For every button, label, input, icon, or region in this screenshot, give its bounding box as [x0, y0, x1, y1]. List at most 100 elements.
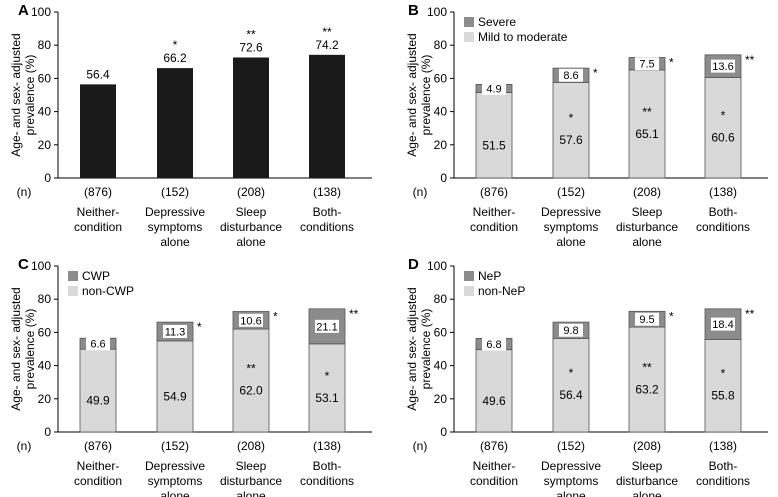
- lower-value-label: 62.0: [239, 384, 263, 398]
- upper-value-label: 7.5: [639, 59, 654, 71]
- category-label: disturbance: [616, 220, 678, 234]
- category-label: Depressive: [145, 459, 205, 473]
- bar-segment-lower: [628, 326, 666, 433]
- category-label: Neither-: [77, 205, 120, 219]
- upper-value-label: 4.9: [486, 83, 501, 95]
- category-label: symptoms: [148, 220, 203, 234]
- category-label: Both-: [313, 205, 342, 219]
- y-axis-label-line: Age- and sex- adjusted: [405, 287, 419, 410]
- category-n: (152): [557, 185, 585, 199]
- legend-swatch: [464, 271, 474, 281]
- y-axis-label: Age- and sex- adjusted prevalence (%): [405, 287, 433, 410]
- y-tick-label: 40: [38, 359, 52, 373]
- upper-value-box: [559, 323, 583, 337]
- category-label: condition: [470, 220, 518, 234]
- category-label: symptoms: [544, 474, 599, 488]
- n-label: (n): [413, 185, 428, 199]
- legend-swatch: [68, 271, 78, 281]
- lower-value-label: 56.4: [559, 388, 583, 402]
- lower-value-label: 60.6: [711, 131, 735, 145]
- bar-value-label: 66.2: [163, 51, 187, 65]
- category-n: (208): [237, 185, 265, 199]
- legend-label: NeP: [478, 269, 501, 283]
- n-label: (n): [413, 439, 428, 453]
- significance-star: **: [642, 105, 652, 119]
- significance-star: *: [325, 369, 330, 383]
- upper-value-label: 9.8: [563, 325, 578, 337]
- bar: [233, 57, 269, 178]
- category-n: (138): [313, 185, 341, 199]
- y-tick-label: 40: [38, 105, 52, 119]
- category-label: symptoms: [148, 474, 203, 488]
- category-label: disturbance: [616, 474, 678, 488]
- legend-label: Mild to moderate: [478, 30, 568, 44]
- y-axis-label: Age- and sex- adjusted prevalence (%): [9, 33, 37, 156]
- y-tick-label: 0: [440, 171, 447, 185]
- legend-swatch: [464, 32, 474, 42]
- bar-segment-lower: [79, 348, 117, 433]
- upper-value-box: [86, 337, 110, 351]
- category-label: alone: [160, 489, 190, 497]
- panel-letter: A: [18, 2, 29, 19]
- lower-value-label: 63.2: [635, 383, 659, 397]
- upper-value-label: 6.6: [90, 339, 105, 351]
- category-n: (876): [480, 185, 508, 199]
- lower-value-label: 54.9: [163, 389, 187, 403]
- category-n: (876): [480, 439, 508, 453]
- bar-segment-lower: [552, 81, 590, 179]
- bar: [309, 54, 345, 178]
- bar-value-label: 72.6: [239, 40, 263, 54]
- n-label: (n): [17, 439, 32, 453]
- significance-star: **: [246, 27, 256, 41]
- category-label: Sleep: [236, 205, 267, 219]
- category-label: conditions: [696, 474, 750, 488]
- bar: [80, 84, 116, 178]
- upper-value-box: [163, 324, 187, 338]
- upper-value-label: 9.5: [639, 314, 654, 326]
- upper-value-label: 10.6: [240, 315, 261, 327]
- y-tick-label: 80: [434, 292, 448, 306]
- upper-value-box: [711, 59, 735, 73]
- upper-value-label: 13.6: [712, 61, 733, 73]
- category-label: alone: [160, 235, 190, 249]
- category-label: condition: [74, 220, 122, 234]
- category-label: Sleep: [632, 205, 663, 219]
- category-label: conditions: [696, 220, 750, 234]
- n-label: (n): [17, 185, 32, 199]
- y-tick-label: 0: [44, 425, 51, 439]
- category-n: (138): [709, 185, 737, 199]
- y-axis-label-line: Age- and sex- adjusted: [9, 33, 23, 156]
- significance-star: *: [173, 38, 178, 52]
- y-tick-label: 80: [434, 38, 448, 52]
- legend-label: non-NeP: [478, 284, 525, 298]
- significance-star: *: [569, 366, 574, 380]
- legend-swatch: [68, 286, 78, 296]
- y-tick-label: 60: [434, 71, 448, 85]
- lower-value-label: 49.9: [86, 394, 110, 408]
- category-label: condition: [470, 474, 518, 488]
- y-tick-label: 40: [434, 105, 448, 119]
- panel-d: D Age- and sex- adjusted prevalence (%) 0 20…: [405, 256, 768, 497]
- category-label: Sleep: [236, 459, 267, 473]
- category-label: alone: [236, 489, 266, 497]
- lower-value-label: 65.1: [635, 127, 659, 141]
- significance-star: **: [745, 307, 755, 321]
- upper-value-box: [559, 68, 583, 82]
- significance-star: *: [569, 111, 574, 125]
- category-n: (138): [313, 439, 341, 453]
- significance-star: *: [721, 367, 726, 381]
- upper-value-box: [711, 317, 735, 331]
- y-axis-label: Age- and sex- adjusted prevalence (%): [405, 33, 433, 156]
- category-n: (208): [633, 185, 661, 199]
- bar-segment-lower: [552, 337, 590, 433]
- bar-segment-lower: [308, 343, 346, 433]
- significance-star: *: [197, 320, 202, 334]
- upper-value-label: 11.3: [165, 326, 186, 338]
- category-n: (876): [84, 185, 112, 199]
- panel-a: A Age- and sex- adjusted prevalence (%) 0 20…: [9, 2, 372, 249]
- category-label: alone: [632, 235, 662, 249]
- significance-star: **: [322, 25, 332, 39]
- category-label: symptoms: [544, 220, 599, 234]
- panel-letter: B: [408, 2, 419, 19]
- lower-value-label: 53.1: [315, 391, 339, 405]
